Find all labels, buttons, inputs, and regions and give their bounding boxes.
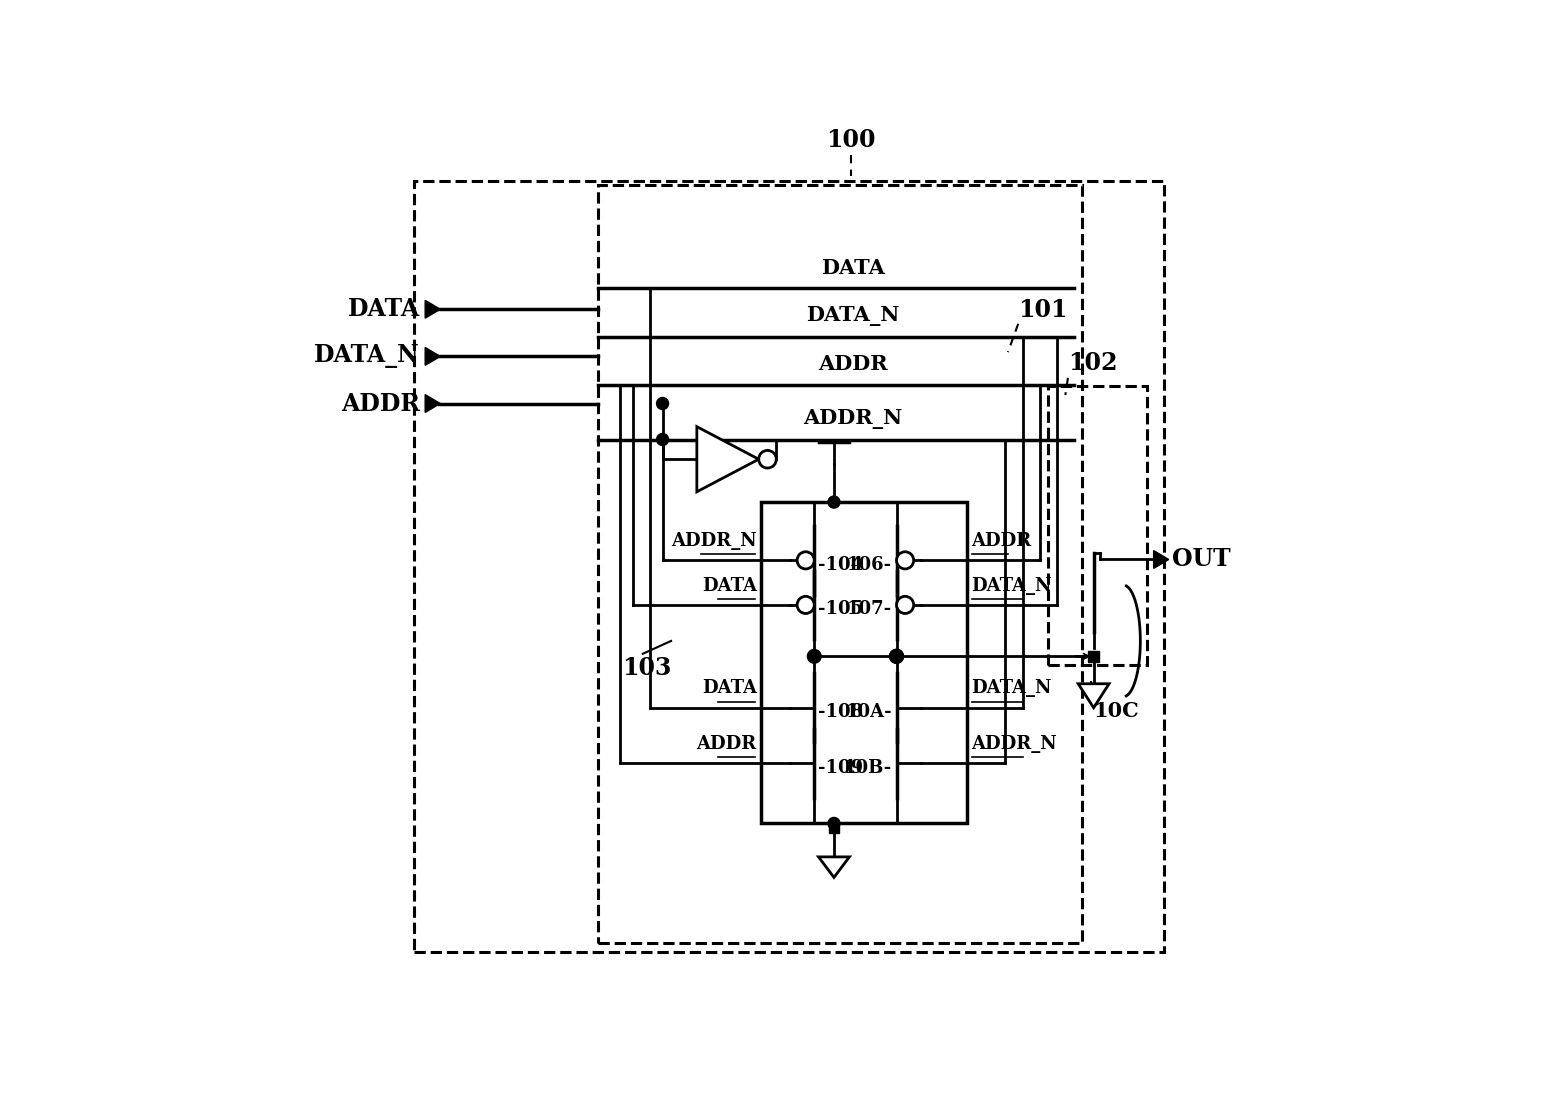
Circle shape	[897, 552, 914, 569]
Text: -109: -109	[818, 759, 863, 777]
Bar	[1088, 651, 1099, 662]
Polygon shape	[1079, 683, 1110, 708]
Polygon shape	[425, 395, 441, 413]
Bar	[414, 180, 1164, 952]
Circle shape	[798, 597, 815, 613]
Text: 101: 101	[1018, 298, 1068, 322]
Bar	[598, 185, 1082, 944]
Text: ADDR_N: ADDR_N	[972, 736, 1057, 754]
Bar	[1048, 386, 1147, 664]
Text: DATA_N: DATA_N	[314, 344, 421, 368]
Circle shape	[656, 433, 669, 445]
Circle shape	[807, 650, 821, 663]
Text: DATA_N: DATA_N	[807, 306, 900, 326]
Circle shape	[827, 496, 840, 508]
Circle shape	[759, 451, 776, 469]
Polygon shape	[1153, 551, 1169, 569]
Circle shape	[798, 552, 815, 569]
Text: ADDR_N: ADDR_N	[670, 532, 757, 550]
Text: 106-: 106-	[847, 555, 892, 573]
Polygon shape	[818, 857, 849, 877]
Text: 10A-: 10A-	[846, 703, 892, 721]
Circle shape	[889, 650, 903, 663]
Text: 10C: 10C	[1094, 701, 1139, 721]
Text: ADDR: ADDR	[341, 392, 421, 415]
Circle shape	[889, 650, 903, 663]
Text: DATA: DATA	[702, 679, 757, 698]
Circle shape	[827, 817, 840, 829]
Text: OUT: OUT	[1172, 548, 1231, 571]
Text: DATA: DATA	[348, 297, 421, 322]
Text: DATA: DATA	[702, 577, 757, 594]
Bar	[829, 823, 840, 833]
Text: 100: 100	[826, 128, 875, 152]
Text: ADDR: ADDR	[697, 736, 757, 754]
Text: ADDR: ADDR	[818, 354, 888, 374]
Text: DATA_N: DATA_N	[972, 577, 1052, 594]
Text: DATA: DATA	[821, 257, 885, 277]
Polygon shape	[425, 301, 441, 318]
Text: ADDR_N: ADDR_N	[804, 410, 903, 430]
Text: 107-: 107-	[847, 600, 892, 618]
Text: -108: -108	[818, 703, 863, 721]
Polygon shape	[425, 347, 441, 365]
Text: 103: 103	[622, 657, 672, 680]
Text: ADDR: ADDR	[972, 532, 1032, 550]
Polygon shape	[697, 426, 759, 492]
Bar	[760, 502, 967, 824]
Text: 10B-: 10B-	[844, 759, 892, 777]
Text: -105: -105	[818, 600, 863, 618]
Text: DATA_N: DATA_N	[972, 679, 1052, 698]
Circle shape	[889, 650, 903, 663]
Circle shape	[897, 597, 914, 613]
Text: 102: 102	[1068, 352, 1117, 375]
Text: -104: -104	[818, 555, 863, 573]
Circle shape	[656, 397, 669, 410]
